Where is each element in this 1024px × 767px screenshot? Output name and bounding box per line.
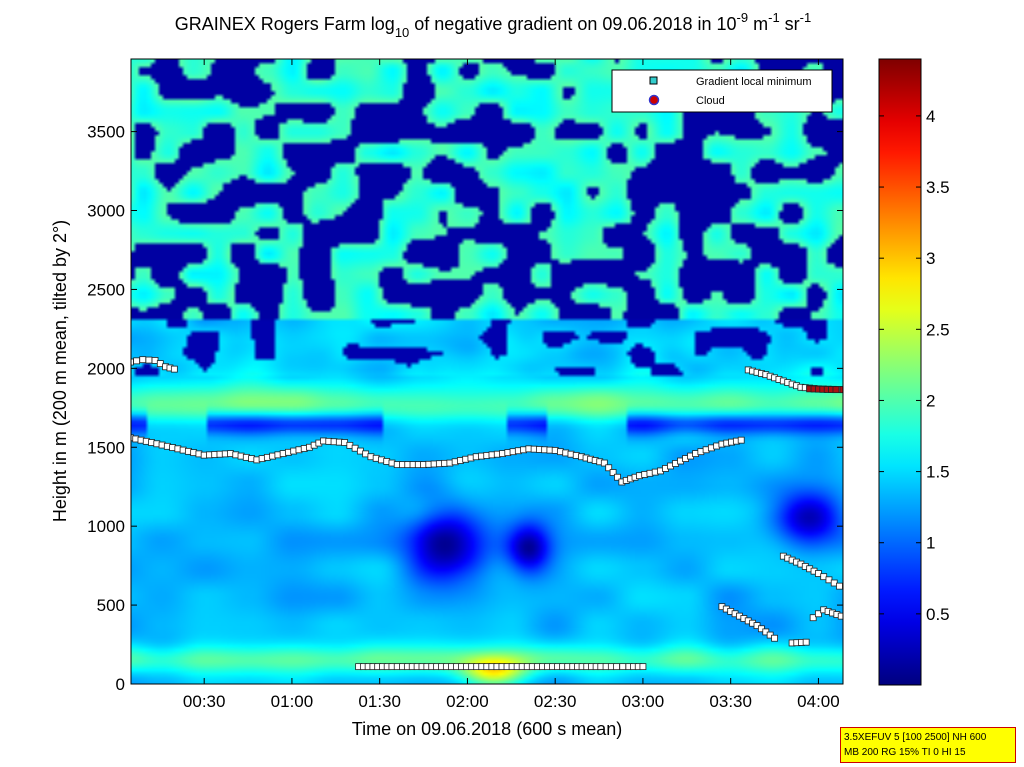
gradient-minimum-marker (802, 638, 810, 646)
colorbar-tick-label: 2.5 (926, 320, 950, 339)
y-tick-label: 1000 (87, 517, 125, 536)
gradient-minimum-marker (815, 610, 822, 618)
y-tick-label: 2000 (87, 359, 125, 378)
gradient-minimum-marker (613, 663, 621, 671)
gradient-minimum-marker (809, 614, 817, 622)
colorbar-tick-label: 3 (926, 249, 935, 268)
y-tick-label: 3500 (87, 123, 125, 142)
legend-marker-gradient (649, 76, 658, 85)
heatmap-field (131, 59, 843, 684)
y-axis: 0 500 1000 1500 2000 2500 3000 3500 (87, 123, 843, 694)
colorbar-tick-label: 4 (926, 107, 935, 126)
y-tick-label: 500 (97, 596, 125, 615)
info-line-2: MB 200 RG 15% TI 0 HI 15 (844, 747, 966, 758)
x-tick-label: 03:00 (622, 692, 665, 711)
legend-marker-cloud (648, 94, 660, 106)
y-tick-label: 2500 (87, 280, 125, 299)
y-tick-label: 1500 (87, 438, 125, 457)
gradient-minimum-marker (605, 464, 613, 472)
x-tick-label: 02:30 (534, 692, 577, 711)
colorbar-tick-label: 3.5 (926, 178, 950, 197)
y-tick-label: 3000 (87, 202, 125, 221)
cloud-marker (832, 386, 840, 394)
x-tick-label: 01:30 (358, 692, 401, 711)
legend-entry-cloud: Cloud (696, 95, 725, 107)
info-box: 3.5XEFUV 5 [100 2500] NH 600 MB 200 RG 1… (840, 727, 1016, 763)
legend: Gradient local minimum Cloud (611, 69, 833, 113)
y-tick-label: 0 (116, 675, 125, 694)
colorbar: 0.5 1 1.5 2 2.5 3 3.5 4 (878, 58, 950, 686)
colorbar-frame (878, 58, 922, 686)
colorbar-tick-label: 2 (926, 391, 935, 410)
x-tick-label: 00:30 (183, 692, 226, 711)
gradient-minimum-marker (837, 612, 843, 620)
gradient-minimum-marker (836, 582, 843, 590)
gradient-minimum-marker (145, 356, 153, 364)
gradient-minimum-marker (133, 357, 141, 365)
x-tick-label: 01:00 (271, 692, 314, 711)
x-axis: 00:30 01:00 01:30 02:00 02:30 03:00 03:30 04:00 (183, 59, 840, 711)
legend-box (611, 69, 833, 113)
marker-layer (131, 356, 843, 671)
gradient-minimum-marker (139, 356, 147, 364)
x-axis-label: Time on 09.06.2018 (600 s mean) (352, 719, 623, 739)
plot-frame (130, 58, 844, 685)
x-tick-label: 04:00 (797, 692, 840, 711)
x-tick-label: 02:00 (446, 692, 489, 711)
chart-title: GRAINEX Rogers Farm log10 of negative gr… (175, 10, 811, 40)
y-axis-label: Height in m (200 m mean, tilted by 2°) (50, 220, 70, 522)
gradient-minimum-marker (614, 473, 621, 481)
cloud-marker (839, 386, 843, 394)
gradient-minimum-marker (737, 436, 745, 444)
x-tick-label: 03:30 (709, 692, 752, 711)
info-line-1: 3.5XEFUV 5 [100 2500] NH 600 (844, 732, 987, 743)
colorbar-tick-label: 1.5 (926, 463, 950, 482)
colorbar-tick-label: 0.5 (926, 605, 950, 624)
gradient-minimum-marker (609, 469, 617, 476)
colorbar-gradient (879, 59, 921, 685)
gradient-minimum-marker (619, 663, 627, 671)
legend-entry-gradient: Gradient local minimum (696, 76, 812, 88)
gradient-minimum-marker (771, 634, 778, 642)
gradient-minimum-marker (131, 358, 134, 366)
colorbar-ticks: 0.5 1 1.5 2 2.5 3 3.5 4 (879, 107, 950, 624)
gradient-minimum-marker (170, 365, 178, 373)
gradient-minimum-marker (639, 663, 647, 671)
colorbar-tick-label: 1 (926, 534, 935, 553)
gradient-minimum-marker (600, 459, 608, 467)
